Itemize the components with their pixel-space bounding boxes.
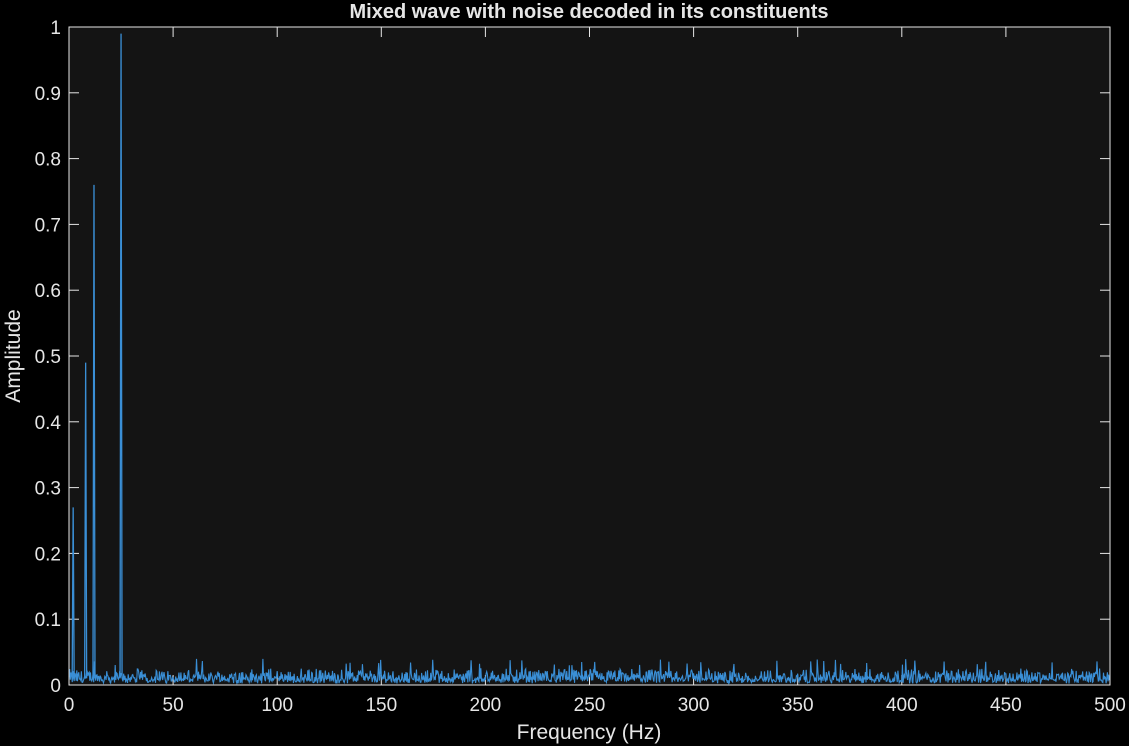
- peak-line: [119, 33, 123, 679]
- x-tick-label: 400: [886, 695, 918, 716]
- plot-area: [69, 27, 1110, 685]
- x-tick-label: 500: [1094, 695, 1126, 716]
- x-tick-label: 200: [470, 695, 502, 716]
- y-tick-label: 0.8: [35, 150, 61, 171]
- y-tick-label: 0.2: [35, 544, 61, 565]
- peak-line: [71, 507, 75, 679]
- y-tick-label: 0.9: [35, 84, 61, 105]
- y-tick-label: 0.4: [35, 413, 62, 434]
- x-tick-label: 250: [574, 695, 606, 716]
- x-axis-label: Frequency (Hz): [517, 721, 662, 744]
- peak-series: [71, 33, 123, 679]
- x-tick-label: 0: [64, 695, 75, 716]
- axes-box: [68, 26, 1111, 686]
- x-tick-label: 150: [365, 695, 397, 716]
- y-tick-label: 0.6: [35, 281, 61, 302]
- y-axis-label: Amplitude: [2, 309, 25, 402]
- noise-floor-line: [68, 658, 1111, 686]
- x-tick-label: 100: [261, 695, 293, 716]
- x-tick-label: 450: [990, 695, 1022, 716]
- y-tick-label: 0: [50, 676, 61, 697]
- y-tick-label: 0.3: [35, 479, 61, 500]
- x-tick-label: 350: [782, 695, 814, 716]
- noise-floor-series: [68, 658, 1111, 686]
- x-tick-labels: 0 50 100 150 200 250 300 350 400 450 500: [64, 695, 1126, 716]
- y-tick-label: 0.1: [35, 610, 61, 631]
- y-tick-label: 0.5: [35, 347, 61, 368]
- x-tick-label: 50: [163, 695, 184, 716]
- y-tick-labels: 0 0.1 0.2 0.3 0.4 0.5 0.6 0.7 0.8 0.9 1: [35, 18, 62, 697]
- y-tick-label: 1: [50, 18, 61, 39]
- peak-line: [84, 362, 88, 679]
- chart-title: Mixed wave with noise decoded in its con…: [350, 1, 829, 23]
- peak-line: [92, 184, 96, 679]
- y-tick-label: 0.7: [35, 215, 61, 236]
- x-tick-label: 300: [678, 695, 710, 716]
